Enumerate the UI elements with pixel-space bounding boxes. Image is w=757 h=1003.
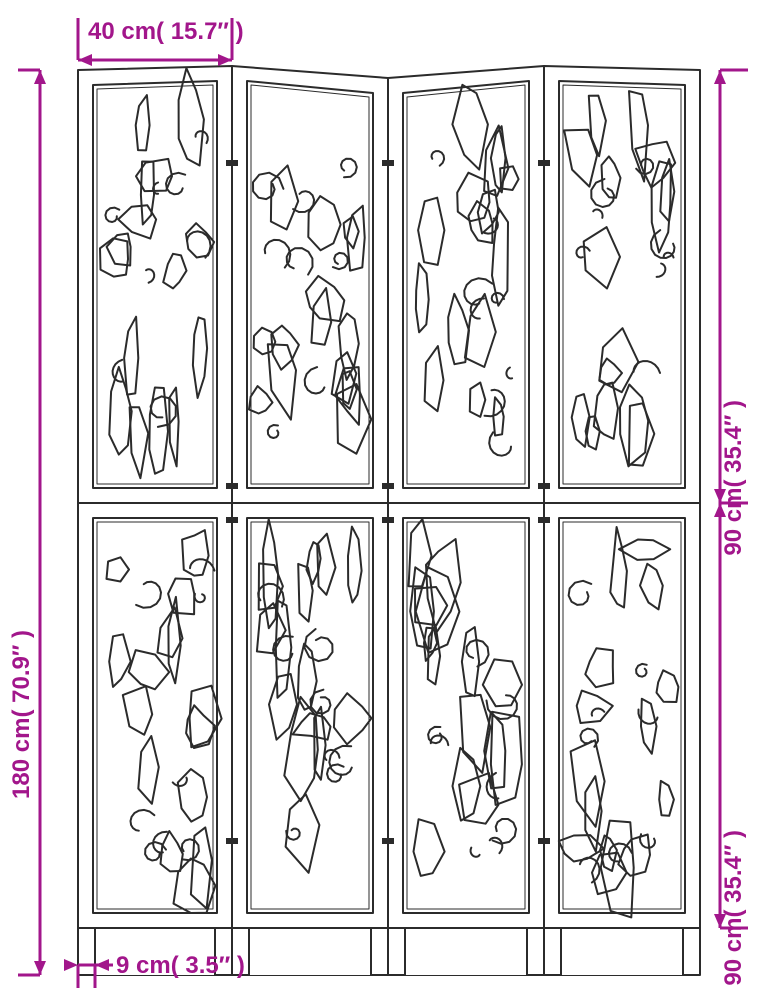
dim-label-height-left: 180 cm( 70.9″ )	[8, 630, 36, 799]
dim-label-height-right-lower: 90 cm( 35.4″ )	[720, 830, 748, 986]
diagram-svg	[0, 0, 757, 1003]
diagram-stage: 40 cm( 15.7″ ) 180 cm( 70.9″ ) 90 cm( 35…	[0, 0, 757, 1003]
dim-label-width-top: 40 cm( 15.7″ )	[88, 18, 244, 46]
dim-label-leg-height: 9 cm( 3.5″ )	[116, 952, 245, 980]
dim-label-height-right-upper: 90 cm( 35.4″ )	[720, 400, 748, 556]
